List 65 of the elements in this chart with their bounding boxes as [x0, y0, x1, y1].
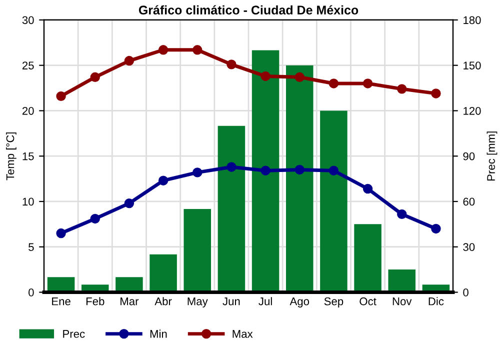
- point: [56, 91, 66, 102]
- point: [192, 168, 202, 178]
- x-tick-label: Jun: [222, 298, 240, 306]
- bar: [184, 209, 212, 292]
- y2-tick-label: 30: [463, 243, 475, 251]
- bar: [150, 254, 177, 292]
- y-tick-label: 30: [22, 16, 34, 24]
- y2-axis-title: Prec [mm]: [486, 132, 498, 180]
- y-tick-label: 20: [22, 106, 34, 115]
- point: [226, 60, 236, 70]
- x-tick-label: May: [188, 298, 208, 308]
- point: [362, 184, 373, 194]
- point: [294, 72, 304, 82]
- x-tick-label: Feb: [86, 297, 104, 306]
- point: [192, 45, 202, 55]
- y2-tick-label: 0: [463, 288, 468, 296]
- point: [328, 166, 339, 176]
- point: [226, 162, 236, 172]
- point: [397, 209, 407, 220]
- bar: [116, 277, 143, 292]
- point: [90, 72, 100, 82]
- y2-tick-label: 150: [464, 62, 481, 70]
- y2-tick-label: 60: [463, 198, 475, 206]
- y2-tick-label: 120: [464, 106, 481, 115]
- y2-tick-label: 90: [463, 152, 475, 160]
- x-tick-label: Ago: [290, 298, 310, 308]
- x-tick-label: Nov: [392, 298, 412, 306]
- bar: [286, 65, 314, 292]
- x-tick-label: Oct: [360, 297, 376, 306]
- point: [328, 78, 339, 88]
- legend-label: Min: [150, 330, 167, 338]
- point: [397, 84, 407, 94]
- bar: [252, 50, 280, 292]
- x-tick-label: Mar: [120, 298, 139, 306]
- y-tick-label: 0: [28, 288, 34, 296]
- point: [260, 166, 270, 176]
- bar: [218, 126, 246, 292]
- point: [56, 228, 66, 238]
- chart-title: Gráfico climático - Ciudad De México: [138, 5, 358, 15]
- y-tick-label: 5: [28, 243, 34, 251]
- y-tick-label: 15: [22, 152, 34, 160]
- y-tick-label: 10: [22, 198, 34, 206]
- point: [260, 71, 270, 82]
- point: [431, 224, 441, 234]
- point: [362, 78, 373, 88]
- point: [431, 88, 441, 98]
- x-tick-label: Abr: [154, 297, 172, 306]
- legend-label: Max: [232, 330, 253, 338]
- bar: [388, 270, 416, 292]
- x-tick-label: Jul: [258, 297, 272, 306]
- y2-tick-label: 180: [464, 16, 481, 24]
- point: [124, 198, 134, 208]
- point: [294, 164, 304, 175]
- y-tick-label: 25: [22, 62, 34, 70]
- x-tick-label: Sep: [324, 297, 344, 308]
- point: [158, 176, 168, 186]
- bar: [320, 110, 348, 292]
- x-tick-label: Ene: [52, 298, 70, 306]
- legend-label: Prec: [63, 330, 85, 338]
- bar: [354, 224, 382, 292]
- point: [90, 214, 100, 224]
- y-axis-title: Temp [°C]: [6, 132, 16, 180]
- x-tick-label: Dic: [428, 297, 444, 306]
- point: [158, 45, 168, 55]
- point: [124, 56, 134, 66]
